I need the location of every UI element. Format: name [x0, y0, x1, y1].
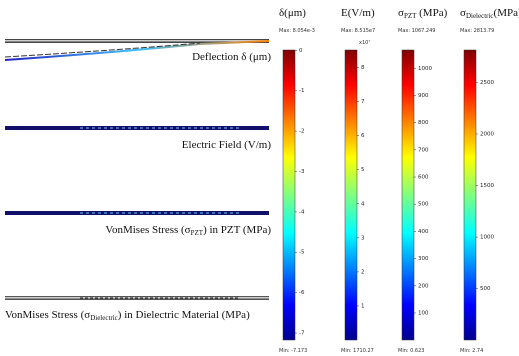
tick-label: -1 — [299, 88, 304, 94]
tick-label: 900 — [418, 93, 429, 99]
tick-label: -7 — [299, 331, 305, 337]
title-part: (MPa) — [494, 7, 519, 19]
colorbar — [345, 50, 357, 340]
exponent: x10⁷ — [359, 40, 370, 46]
title-part: δ(μm) — [279, 7, 306, 19]
tick-label: 1500 — [480, 183, 494, 189]
min-label: Min: 1710.27 — [341, 348, 374, 354]
title-part: PZT — [404, 12, 417, 20]
colorbar — [283, 50, 295, 340]
colorbar — [402, 50, 414, 340]
beams — [5, 39, 269, 300]
tick-label: 400 — [418, 229, 429, 235]
min-label: Min: 2.74 — [460, 348, 483, 354]
title-part: (MPa) — [416, 7, 447, 19]
tick-label: 6 — [361, 133, 365, 139]
tick-label: 3 — [361, 235, 365, 241]
tick-label: 1000 — [480, 235, 494, 241]
tick-label: 700 — [418, 147, 429, 153]
max-label: Max: 8.054e-3 — [279, 28, 315, 34]
title-part: Dielectric — [466, 12, 494, 20]
panel-label: Electric Field (V/m) — [182, 139, 272, 151]
tick-label: 100 — [418, 310, 429, 316]
tick-label: 2 — [361, 269, 365, 275]
tick-label: -6 — [299, 290, 305, 296]
tick-label: 800 — [418, 120, 429, 126]
panel-label: Deflection δ (μm) — [192, 51, 271, 63]
min-label: Min: 0.623 — [398, 348, 424, 354]
tick-label: -3 — [299, 169, 305, 175]
colorbar-title: E(V/m) — [341, 7, 375, 19]
tick-label: 2000 — [480, 131, 494, 137]
tick-label: 1 — [361, 303, 365, 309]
figure: Deflection δ (μm) Electric Field (V/m) V… — [0, 0, 519, 356]
max-label: Max: 2813.79 — [460, 28, 494, 34]
panel-label: VonMises Stress (σPZT) in PZT (MPa) — [105, 224, 271, 237]
tick-label: 5 — [361, 167, 365, 173]
tick-label: 0 — [299, 48, 303, 54]
tick-label: 300 — [418, 256, 429, 262]
tick-label: -4 — [299, 209, 305, 215]
colorbar-title: σDielectric(MPa) — [460, 7, 519, 20]
min-label: Min: -7.173 — [279, 348, 307, 354]
tick-label: -2 — [299, 129, 304, 135]
panel-label: VonMises Stress (σDielectric) in Dielect… — [5, 309, 250, 322]
tick-label: 200 — [418, 283, 429, 289]
tick-label: 2500 — [480, 80, 494, 86]
tick-label: 4 — [361, 201, 365, 207]
colorbar — [464, 50, 476, 340]
tick-label: 8 — [361, 65, 365, 71]
max-label: Max: 1067.249 — [398, 28, 435, 34]
title-part: E(V/m) — [341, 7, 375, 19]
tick-label: 7 — [361, 99, 365, 105]
colorbar-title: δ(μm) — [279, 7, 306, 19]
colorbar-title: σPZT (MPa) — [398, 7, 448, 20]
tick-label: 500 — [480, 286, 491, 292]
tick-label: -5 — [299, 250, 305, 256]
tick-label: 600 — [418, 175, 429, 181]
tick-label: 500 — [418, 202, 429, 208]
tick-label: 1000 — [418, 66, 432, 72]
max-label: Max: 8.515e7 — [341, 28, 375, 34]
